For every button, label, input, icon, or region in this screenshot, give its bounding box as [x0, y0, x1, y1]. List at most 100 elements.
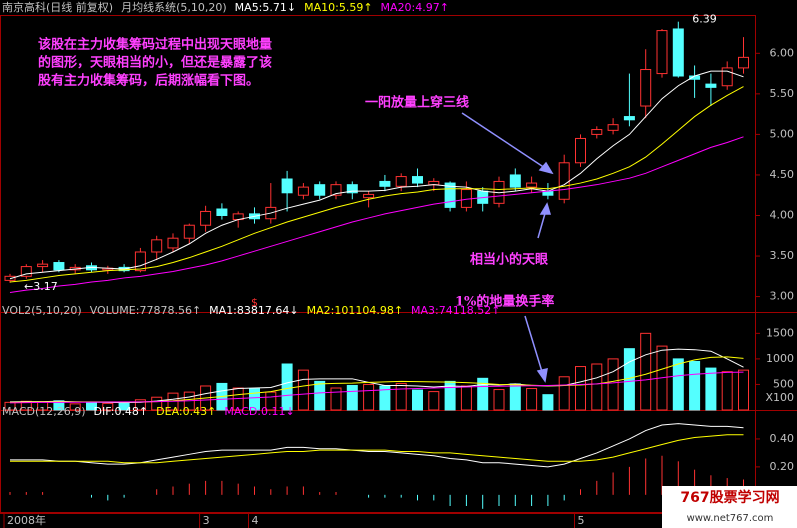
annotation: 该股在主力收集筹码过程中出现天眼地量: [38, 37, 272, 53]
volume-bar: [330, 387, 342, 411]
x-tick-label: 2008年: [7, 513, 46, 527]
volume-bar: [705, 367, 717, 411]
candle-body: [20, 266, 32, 277]
unit-label: X100: [765, 391, 794, 404]
volume-bar: [689, 360, 701, 411]
y-tick-label: 5.00: [770, 127, 795, 140]
x-tick-label: 4: [252, 514, 259, 527]
volume-bar: [672, 358, 684, 411]
y-tick-label: 0.40: [770, 432, 795, 445]
volume-bar: [558, 376, 570, 411]
candle-body: [379, 180, 391, 187]
header-label: DEA:0.43↑: [156, 405, 216, 418]
y-tick-label: 0.20: [770, 460, 795, 473]
candle-body: [346, 184, 358, 194]
header-label: 南京高科(日线 前复权): [2, 0, 113, 14]
candle-body: [37, 263, 49, 268]
y-tick-label: 1000: [766, 352, 794, 365]
header-label: MACD(12,26,9): [2, 405, 86, 418]
candle-body: [363, 193, 375, 199]
volume-bar: [379, 385, 391, 411]
line: [9, 371, 744, 404]
candle-body: [591, 129, 603, 135]
y-tick-label: 6.00: [770, 46, 795, 59]
volume-bar: [314, 380, 326, 411]
candle-body: [575, 137, 586, 164]
volume-bar: [509, 383, 521, 411]
volume-bar: [493, 389, 505, 411]
volume-bar: [151, 396, 163, 411]
x-tick-label: 5: [578, 514, 585, 527]
volume-bar: [102, 402, 114, 411]
candle-body: [412, 176, 423, 184]
volume-bar: [69, 403, 81, 411]
line: [9, 70, 744, 280]
volume-bar: [460, 385, 472, 411]
annotation: 的图形，天眼相当的小，但还是暴露了该: [38, 55, 272, 71]
y-tick-label: 4.00: [770, 208, 795, 221]
volume-bar: [428, 391, 440, 411]
annotation: 一阳放量上穿三线: [365, 95, 469, 111]
marker: $: [251, 296, 258, 309]
candle-body: [444, 182, 456, 208]
candle-body: [526, 182, 538, 188]
y-tick-label: 1500: [766, 326, 794, 339]
header-label: MA1:83817.64↓: [209, 304, 298, 317]
candle-body: [314, 184, 326, 196]
volume-bar: [607, 358, 619, 411]
header-label: MA10:5.59↑: [304, 1, 372, 14]
high-label: 6.39: [692, 13, 717, 26]
line: [10, 423, 744, 468]
candle-body: [134, 251, 146, 272]
volume-bar: [363, 383, 375, 411]
arrows: [461, 112, 554, 383]
header-label: VOL2(5,10,20): [2, 304, 82, 317]
candle-body: [395, 176, 407, 187]
candle-body: [330, 184, 342, 196]
y-tick-label: 3.50: [770, 249, 795, 262]
header-label: DIF:0.48↑: [94, 405, 149, 418]
candle-body: [216, 208, 228, 216]
volume-bar: [86, 402, 97, 411]
candle-body: [558, 162, 570, 200]
candle-body: [721, 67, 733, 87]
volume-bar: [281, 363, 293, 411]
volume-bar: [477, 377, 489, 411]
volume-bar: [738, 369, 749, 411]
volume-bar: [395, 382, 407, 411]
volume-bar: [53, 400, 65, 411]
header-label: 月均线系统(5,10,20): [121, 0, 227, 14]
watermark-box: [662, 486, 797, 528]
candle-body: [607, 124, 619, 131]
annotation: 相当小的天眼: [470, 252, 549, 268]
volume-bar: [249, 388, 260, 411]
candle-body: [672, 28, 684, 77]
candle-body: [297, 186, 309, 196]
header-label: MACD:0.11↓: [224, 405, 294, 418]
volume-bar: [346, 384, 358, 411]
watermark-url: www.net767.com: [687, 513, 774, 524]
y-tick-label: 3.00: [770, 290, 795, 303]
watermark-brand: 767股票学习网: [680, 489, 779, 506]
header-label: MA20:4.97↑: [381, 1, 449, 14]
candle-body: [656, 30, 668, 75]
volume-bar: [444, 380, 456, 411]
candle-body: [509, 174, 521, 188]
y-tick-label: 4.50: [770, 168, 795, 181]
annotation: 1%的地量换手率: [455, 294, 554, 310]
volume-bar: [412, 389, 423, 411]
header-label: MA2:101104.98↑: [307, 304, 403, 317]
volume-bar: [542, 394, 554, 411]
candle-body: [183, 224, 195, 239]
candle-body: [53, 262, 65, 271]
volume-bar: [265, 391, 277, 411]
annotation: 股有主力收集筹码，后期涨幅看下图。: [38, 73, 259, 89]
candle-body: [738, 56, 749, 69]
volume-bar: [575, 366, 586, 411]
volume-bar: [526, 388, 538, 411]
header-label: MA5:5.71↓: [235, 1, 296, 14]
volume-bar: [591, 363, 603, 411]
volume-bar: [134, 399, 146, 411]
